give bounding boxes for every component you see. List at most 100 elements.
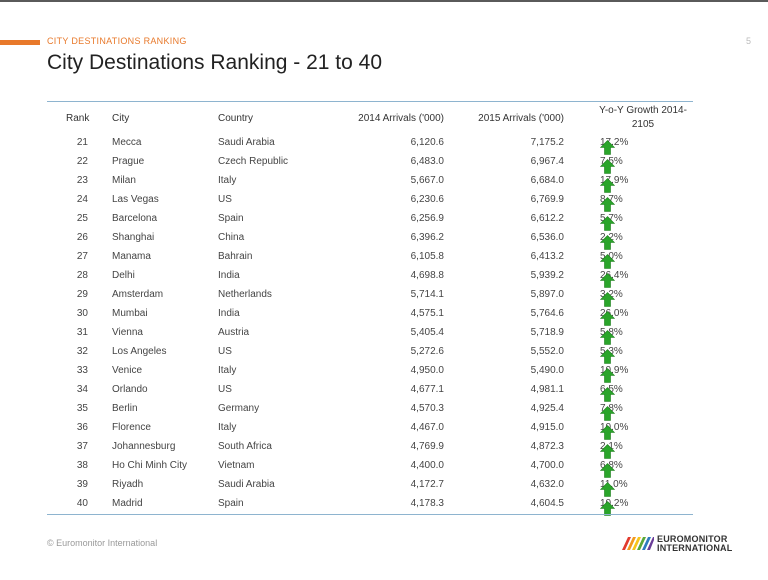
growth-cell: 6.8% <box>599 460 623 478</box>
green-up-arrow-icon <box>599 159 617 174</box>
growth-cell: 7.5% <box>599 156 623 174</box>
growth-cell: 5.8% <box>599 327 623 345</box>
page-title: City Destinations Ranking - 21 to 40 <box>47 51 383 74</box>
arrivals-2014-cell: 4,400.0 <box>410 460 444 471</box>
growth-value: 26.0% <box>600 308 629 319</box>
table-row: 22 Prague Czech Republic 6,483.0 6,967.4 7.5% <box>0 153 768 174</box>
country-cell: South Africa <box>218 441 272 452</box>
green-up-arrow-icon <box>599 178 617 193</box>
country-cell: US <box>218 194 232 205</box>
arrivals-2014-cell: 6,256.9 <box>410 213 444 224</box>
green-up-arrow-icon <box>599 216 617 231</box>
city-cell: Prague <box>112 156 145 167</box>
table-bottom-rule <box>47 514 693 515</box>
rank-cell: 32 <box>76 346 88 357</box>
city-cell: Riyadh <box>112 479 144 490</box>
table-row: 31 Vienna Austria 5,405.4 5,718.9 5.8% <box>0 324 768 345</box>
table-row: 38 Ho Chi Minh City Vietnam 4,400.0 4,700.0 6… <box>0 457 768 478</box>
arrivals-2015-cell: 5,718.9 <box>530 327 564 338</box>
arrivals-2015-cell: 6,684.0 <box>530 175 564 186</box>
city-cell: Johannesburg <box>112 441 176 452</box>
city-cell: Florence <box>112 422 151 433</box>
arrivals-2014-cell: 4,570.3 <box>410 403 444 414</box>
country-cell: Czech Republic <box>218 156 289 167</box>
green-up-arrow-icon <box>599 406 617 421</box>
table-row: 34 Orlando US 4,677.1 4,981.1 6.5% <box>0 381 768 402</box>
growth-value: 5.7% <box>600 213 623 224</box>
table-row: 37 Johannesburg South Africa 4,769.9 4,872.3… <box>0 438 768 459</box>
arrivals-2015-cell: 4,925.4 <box>530 403 564 414</box>
growth-value: 7.8% <box>600 403 623 414</box>
growth-value: 5.0% <box>600 251 623 262</box>
arrivals-2014-cell: 5,667.0 <box>410 175 444 186</box>
logo-wordmark: EUROMONITOR INTERNATIONAL <box>657 535 732 553</box>
city-cell: Orlando <box>112 384 148 395</box>
header-rank: Rank <box>66 113 90 124</box>
logo-line-1: EUROMONITOR <box>657 534 728 544</box>
growth-cell: 10.9% <box>599 365 629 383</box>
arrivals-2015-cell: 6,967.4 <box>530 156 564 167</box>
city-cell: Milan <box>112 175 136 186</box>
logo-line-2: INTERNATIONAL <box>657 543 733 553</box>
growth-value: 10.0% <box>600 422 629 433</box>
table-row: 30 Mumbai India 4,575.1 5,764.6 26.0% <box>0 305 768 326</box>
green-up-arrow-icon <box>599 197 617 212</box>
table-row: 25 Barcelona Spain 6,256.9 6,612.2 5.7% <box>0 210 768 231</box>
city-cell: Las Vegas <box>112 194 159 205</box>
header-yoy-growth: Y-o-Y Growth 2014-2105 <box>599 105 687 130</box>
euromonitor-logo-icon <box>620 534 654 555</box>
growth-value: 10.9% <box>600 365 629 376</box>
green-up-arrow-icon <box>599 311 617 326</box>
growth-cell: 5.0% <box>599 251 623 269</box>
country-cell: Italy <box>218 422 237 433</box>
country-cell: Saudi Arabia <box>218 137 275 148</box>
arrivals-2015-cell: 6,536.0 <box>530 232 564 243</box>
country-cell: China <box>218 232 245 243</box>
table-row: 39 Riyadh Saudi Arabia 4,172.7 4,632.0 11.0% <box>0 476 768 497</box>
rank-cell: 33 <box>76 365 88 376</box>
header-city: City <box>112 113 130 124</box>
growth-cell: 7.8% <box>599 403 623 421</box>
arrivals-2014-cell: 5,272.6 <box>410 346 444 357</box>
table-row: 35 Berlin Germany 4,570.3 4,925.4 7.8% <box>0 400 768 421</box>
green-up-arrow-icon <box>599 482 617 497</box>
arrivals-2014-cell: 6,120.6 <box>410 137 444 148</box>
header-2015-arrivals: 2015 Arrivals ('000) <box>478 113 564 124</box>
growth-value: 11.0% <box>600 479 628 490</box>
table-row: 32 Los Angeles US 5,272.6 5,552.0 5.3% <box>0 343 768 364</box>
growth-value: 2.1% <box>600 441 623 452</box>
growth-cell: 2.2% <box>599 232 623 250</box>
green-up-arrow-icon <box>599 254 617 269</box>
rank-cell: 23 <box>76 175 88 186</box>
green-up-arrow-icon <box>599 425 617 440</box>
city-cell: Vienna <box>112 327 143 338</box>
growth-value: 8.7% <box>600 194 623 205</box>
country-cell: India <box>218 270 240 281</box>
growth-cell: 10.0% <box>599 422 629 440</box>
green-up-arrow-icon <box>599 235 617 250</box>
rank-cell: 21 <box>76 137 88 148</box>
arrivals-2015-cell: 4,700.0 <box>530 460 564 471</box>
growth-value: 5.8% <box>600 327 623 338</box>
country-cell: Italy <box>218 365 237 376</box>
city-cell: Ho Chi Minh City <box>112 460 188 471</box>
arrivals-2014-cell: 6,483.0 <box>410 156 444 167</box>
city-cell: Manama <box>112 251 151 262</box>
arrivals-2014-cell: 4,950.0 <box>410 365 444 376</box>
growth-cell: 3.2% <box>599 289 623 307</box>
growth-value: 2.2% <box>600 232 623 243</box>
country-cell: Saudi Arabia <box>218 479 275 490</box>
growth-value: 6.5% <box>600 384 623 395</box>
growth-value: 10.2% <box>600 498 629 509</box>
arrivals-2015-cell: 5,897.0 <box>530 289 564 300</box>
growth-cell: 5.3% <box>599 346 623 364</box>
table-row: 29 Amsterdam Netherlands 5,714.1 5,897.0 3.2% <box>0 286 768 307</box>
growth-value: 7.5% <box>600 156 623 167</box>
rank-cell: 27 <box>76 251 88 262</box>
table-row: 33 Venice Italy 4,950.0 5,490.0 10.9% <box>0 362 768 383</box>
growth-cell: 17.9% <box>599 175 628 193</box>
arrivals-2015-cell: 6,612.2 <box>530 213 564 224</box>
table-row: 26 Shanghai China 6,396.2 6,536.0 2.2% <box>0 229 768 250</box>
city-cell: Shanghai <box>112 232 155 243</box>
green-up-arrow-icon <box>599 273 617 288</box>
